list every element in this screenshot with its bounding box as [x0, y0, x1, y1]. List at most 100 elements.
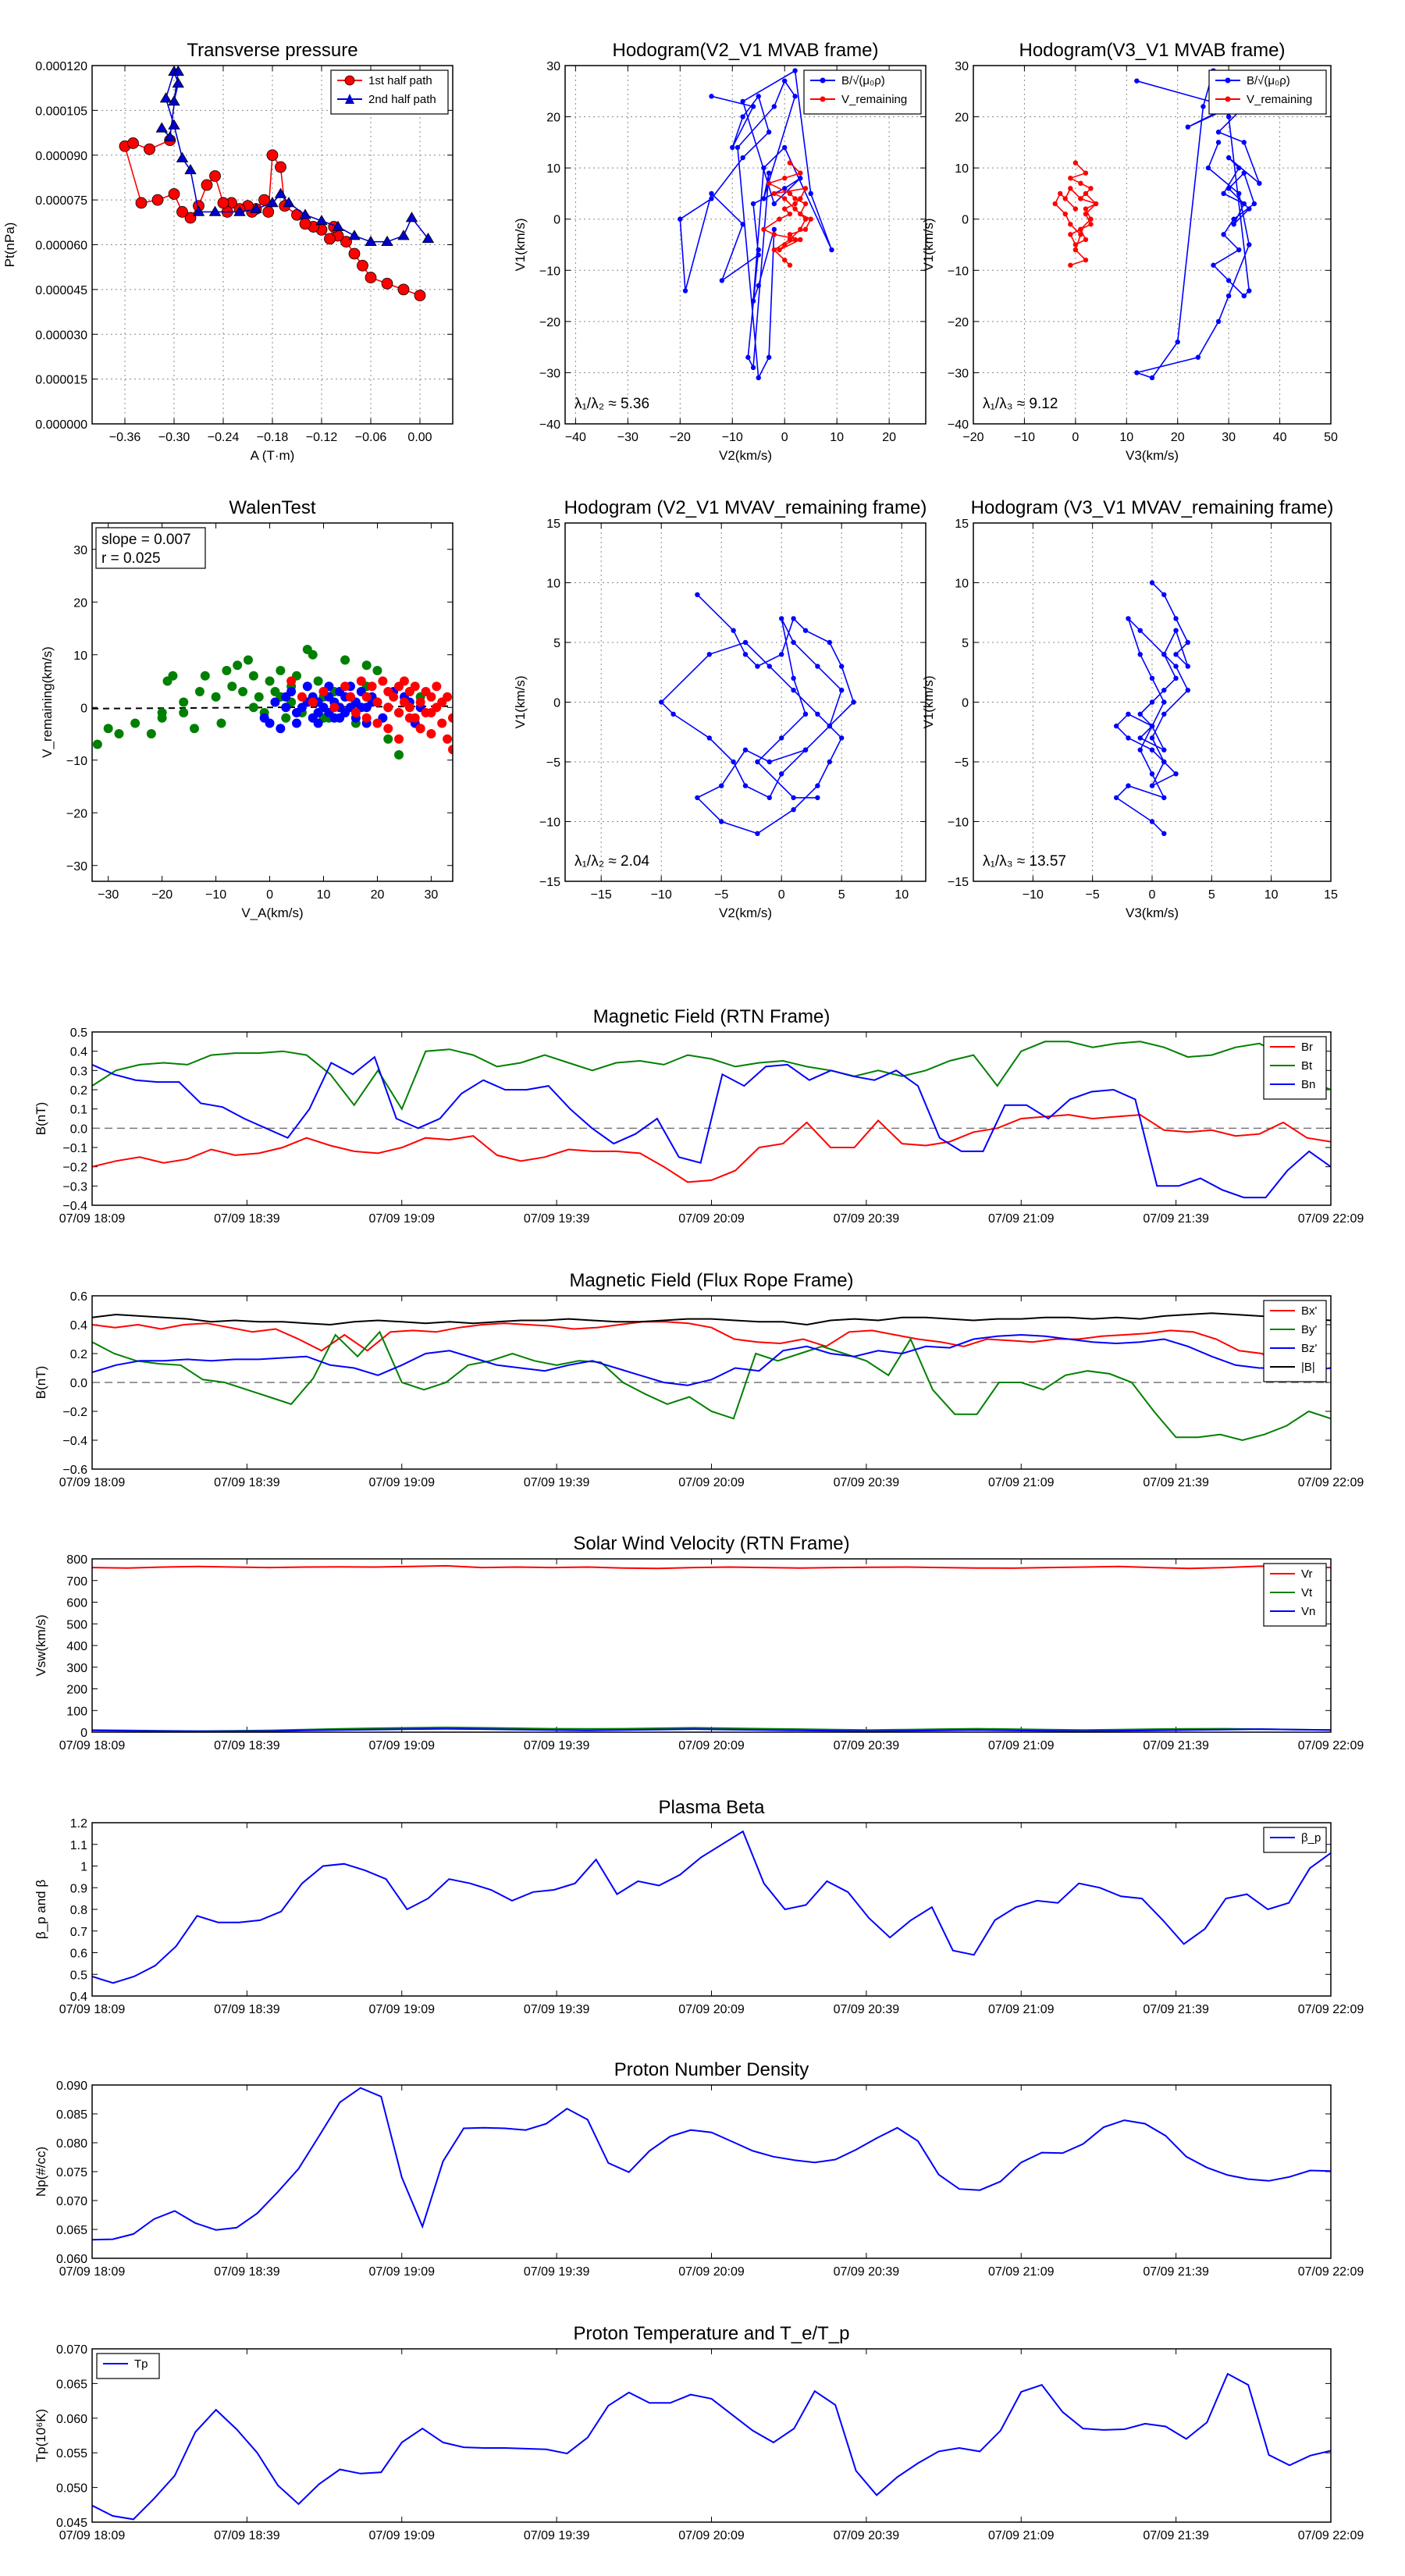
- legend-label: 2nd half path: [368, 93, 436, 106]
- data-point: [755, 759, 760, 765]
- legend-marker: [344, 75, 355, 86]
- y-tick-label: 0.000015: [35, 374, 87, 387]
- data-point: [1161, 747, 1167, 753]
- data-point: [361, 692, 372, 702]
- data-point: [1225, 114, 1232, 119]
- legend-marker: [1225, 96, 1231, 102]
- x-tick-label: 07/09 21:09: [988, 2003, 1055, 2016]
- data-point: [172, 66, 184, 76]
- data-point: [771, 201, 777, 207]
- x-tick-label: −30: [617, 431, 638, 444]
- data-point: [802, 226, 809, 233]
- data-point: [357, 259, 368, 272]
- data-point: [1195, 354, 1201, 360]
- plot-area: [659, 592, 856, 837]
- data-point: [695, 795, 700, 801]
- data-point: [394, 708, 404, 717]
- y-tick-label: 10: [955, 578, 969, 591]
- series-line: [92, 1830, 1331, 1984]
- x-tick-label: 07/09 22:09: [1298, 2265, 1364, 2279]
- x-tick-label: 07/09 21:39: [1143, 2265, 1209, 2279]
- x-tick-label: 07/09 20:39: [834, 2265, 900, 2279]
- data-point: [815, 783, 820, 788]
- data-point: [756, 375, 761, 381]
- data-point: [172, 77, 184, 88]
- data-point: [372, 697, 382, 707]
- data-point: [802, 711, 809, 717]
- series-line: [92, 1726, 1331, 1732]
- plot-area: [92, 645, 453, 760]
- y-tick-label: 0.045: [56, 2517, 87, 2530]
- x-tick-label: 07/09 18:09: [59, 1476, 126, 1489]
- annotation-text: λ₁/λ₃ ≈ 9.12: [983, 396, 1058, 412]
- data-point: [1068, 222, 1073, 227]
- data-point: [146, 729, 156, 738]
- y-tick-label: −0.6: [62, 1464, 87, 1477]
- data-point: [404, 703, 414, 713]
- data-point: [179, 697, 189, 707]
- y-tick-label: 30: [73, 544, 87, 557]
- panel-hodo_v2_mvab: Hodogram(V2_V1 MVAB frame) −40 −30 −20 −10 0 1…: [513, 40, 927, 463]
- x-tick-label: 07/09 21:09: [988, 2265, 1055, 2279]
- chart-title: WalenTest: [229, 497, 315, 518]
- data-point: [361, 713, 372, 723]
- data-point: [1126, 711, 1131, 717]
- data-point: [839, 664, 845, 669]
- legend-label: B/√(μ₀ρ): [841, 74, 885, 87]
- data-point: [1161, 652, 1167, 657]
- panel-hodo_v2_mvav: Hodogram (V2_V1 MVAV_remaining frame) −15…: [513, 497, 927, 920]
- x-tick-label: −0.36: [109, 431, 141, 444]
- y-tick-label: −0.1: [62, 1142, 87, 1155]
- y-tick-label: −10: [948, 817, 969, 830]
- chart-title: Magnetic Field (Flux Rope Frame): [569, 1270, 853, 1291]
- data-point: [1078, 196, 1083, 201]
- data-point: [340, 681, 350, 692]
- axes-frame: [91, 2084, 1332, 2259]
- y-tick-label: 0.4: [70, 1046, 87, 1059]
- y-tick-label: 0.9: [70, 1882, 87, 1895]
- data-point: [740, 155, 745, 161]
- data-point: [426, 692, 436, 702]
- y-tick-label: 0.0: [70, 1377, 87, 1390]
- y-tick-label: 0.7: [70, 1926, 87, 1939]
- y-tick-label: 0.000045: [35, 284, 87, 297]
- data-point: [730, 144, 735, 151]
- x-tick-label: 0: [778, 888, 785, 902]
- data-point: [719, 278, 725, 283]
- x-tick-label: 20: [371, 888, 385, 902]
- x-tick-label: 07/09 18:39: [214, 2003, 280, 2016]
- x-tick-label: 07/09 20:09: [678, 2265, 745, 2279]
- x-tick-label: 10: [317, 888, 331, 902]
- y-tick-label: −5: [546, 756, 560, 770]
- data-point: [1247, 288, 1252, 294]
- x-tick-label: 30: [1222, 431, 1236, 444]
- data-point: [184, 164, 197, 175]
- legend-label: 1st half path: [368, 74, 432, 87]
- data-point: [792, 206, 798, 212]
- x-tick-label: −0.18: [257, 431, 289, 444]
- data-point: [782, 144, 788, 151]
- x-axis-label: V3(km/s): [1126, 906, 1179, 920]
- data-point: [274, 187, 287, 198]
- data-point: [798, 211, 803, 217]
- panel-walen: WalenTest −30 −20 −10 0 10 20 30 −30 −20 −10 0 10 20 3…: [40, 497, 454, 920]
- x-tick-label: 07/09 20:09: [678, 1476, 745, 1489]
- panel-tp: Transverse pressure −0.36 −0.30 −0.24 −0.18 −…: [2, 40, 454, 463]
- data-point: [1149, 723, 1155, 729]
- data-point: [756, 247, 761, 253]
- data-point: [777, 247, 782, 253]
- y-tick-label: −30: [66, 860, 87, 873]
- x-tick-label: 07/09 19:09: [368, 1212, 435, 1226]
- x-tick-label: 07/09 21:09: [988, 1212, 1055, 1226]
- plot-area: [92, 1830, 1331, 1984]
- x-tick-label: 0: [266, 888, 273, 902]
- x-tick-label: 07/09 19:39: [524, 2003, 590, 2016]
- data-point: [792, 196, 798, 201]
- data-point: [222, 666, 232, 675]
- data-point: [405, 212, 418, 222]
- series-line: [660, 594, 855, 834]
- legend-label: Vr: [1301, 1567, 1312, 1581]
- data-point: [719, 783, 724, 788]
- data-point: [1088, 216, 1094, 222]
- data-point: [275, 161, 286, 173]
